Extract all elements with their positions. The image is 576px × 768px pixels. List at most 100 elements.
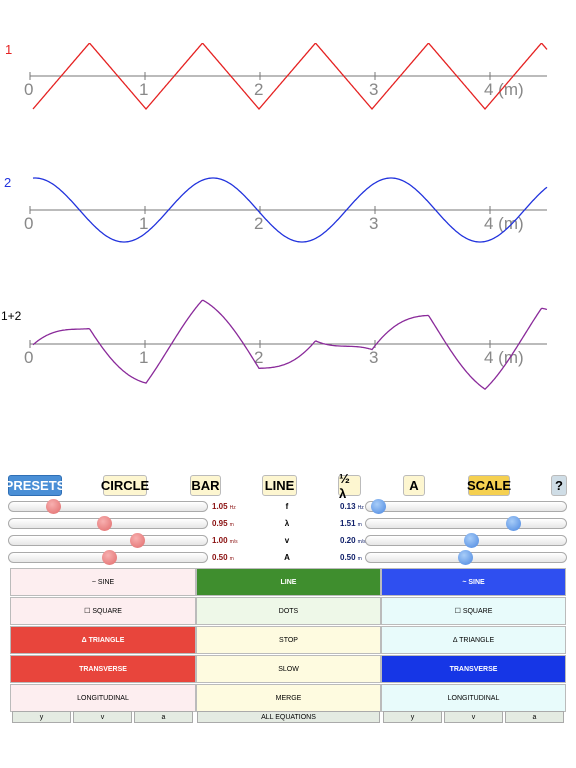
graphs: 1 0 1 2 3 4 (m) 2 0 1 2 3 4 (m) 1+2 0 1 2 3 4 (m) <box>1 42 548 391</box>
equation-button[interactable]: a <box>134 711 193 723</box>
left-value: 1.00 m/s <box>212 536 238 545</box>
graph: 2 0 1 2 3 4 (m) <box>4 175 548 243</box>
equation-button[interactable]: v <box>73 711 132 723</box>
tick-label: 0 <box>24 214 33 233</box>
value: 1.00 <box>212 536 228 545</box>
half-lambda-button[interactable]: ½ λ <box>338 471 361 501</box>
parameter-name: λ <box>284 519 290 528</box>
bar-button[interactable]: BAR <box>190 475 221 496</box>
tick-label: 3 <box>369 348 378 367</box>
graph: 1+2 0 1 2 3 4 (m) <box>1 299 548 391</box>
slider-thumb[interactable] <box>102 550 117 565</box>
parameter-name: f <box>285 502 289 511</box>
slider-thumb[interactable] <box>506 516 521 531</box>
equation-button[interactable]: y <box>12 711 71 723</box>
graph: 1 0 1 2 3 4 (m) <box>5 42 548 111</box>
tick-label: 3 <box>369 80 378 99</box>
slider-track[interactable] <box>8 533 208 548</box>
tick-label: 2 <box>254 80 263 99</box>
mode-button[interactable]: LINE <box>196 568 381 596</box>
wave <box>32 299 548 391</box>
value: 1.51 <box>340 519 356 528</box>
circle-button[interactable]: CIRCLE <box>101 475 149 496</box>
graph-label: 1+2 <box>1 309 22 323</box>
mode-button[interactable]: LONGITUDINAL <box>10 684 196 712</box>
unit: m/s <box>357 539 366 545</box>
right-value: 1.51 m <box>340 519 362 528</box>
unit: m <box>229 556 234 562</box>
mode-button[interactable]: DOTS <box>196 597 381 625</box>
left-value: 0.95 m <box>212 519 234 528</box>
mode-button[interactable]: ~ SINE <box>10 568 196 596</box>
tick-label: 0 <box>24 348 33 367</box>
unit: m/s <box>229 539 238 545</box>
right-value: 0.13 Hz <box>340 502 364 511</box>
value: 0.20 <box>340 536 356 545</box>
value: 0.50 <box>212 553 228 562</box>
tick-label: 0 <box>24 80 33 99</box>
tick-label: 3 <box>369 214 378 233</box>
slider-track[interactable] <box>8 499 208 514</box>
value: 0.50 <box>340 553 356 562</box>
parameter-name: A <box>284 553 290 562</box>
mode-button[interactable]: Δ TRIANGLE <box>381 626 566 654</box>
amplitude-button[interactable]: A <box>403 475 425 496</box>
help-button[interactable]: ? <box>551 475 567 496</box>
tick-label: 1 <box>139 80 148 99</box>
mode-button[interactable]: MERGE <box>196 684 381 712</box>
mode-button[interactable]: TRANSVERSE <box>10 655 196 683</box>
mode-button[interactable]: ☐ SQUARE <box>381 597 566 625</box>
unit: m <box>357 556 362 562</box>
slider-thumb[interactable] <box>97 516 112 531</box>
tick-label: 2 <box>254 348 263 367</box>
slider-track[interactable] <box>365 516 567 531</box>
presets-button[interactable]: PRESETS <box>5 475 65 496</box>
equation-button[interactable]: v <box>444 711 503 723</box>
equation-button[interactable]: a <box>505 711 564 723</box>
slider-track[interactable] <box>8 516 208 531</box>
line-button[interactable]: LINE <box>262 475 297 496</box>
slider-track[interactable] <box>365 533 567 548</box>
right-value: 0.50 m <box>340 553 362 562</box>
slider-thumb[interactable] <box>371 499 386 514</box>
slider-track[interactable] <box>365 499 567 514</box>
mode-button[interactable]: SLOW <box>196 655 381 683</box>
graph-label: 1 <box>5 42 12 57</box>
mode-button[interactable]: STOP <box>196 626 381 654</box>
mode-button[interactable]: ~ SINE <box>381 568 566 596</box>
value: 1.05 <box>212 502 228 511</box>
scale-button[interactable]: SCALE <box>467 475 511 496</box>
tick-label: 4 (m) <box>484 80 524 99</box>
tick-label: 4 (m) <box>484 348 524 367</box>
graph-label: 2 <box>4 175 11 190</box>
value: 0.13 <box>340 502 356 511</box>
tick-label: 4 (m) <box>484 214 524 233</box>
slider-track[interactable] <box>365 550 567 565</box>
mode-button[interactable]: TRANSVERSE <box>381 655 566 683</box>
mode-button[interactable]: Δ TRIANGLE <box>10 626 196 654</box>
slider-track[interactable] <box>8 550 208 565</box>
mode-button[interactable]: ☐ SQUARE <box>10 597 196 625</box>
slider-thumb[interactable] <box>464 533 479 548</box>
slider-thumb[interactable] <box>46 499 61 514</box>
unit: Hz <box>357 505 364 511</box>
mode-button[interactable]: LONGITUDINAL <box>381 684 566 712</box>
unit: m <box>357 522 362 528</box>
left-value: 1.05 Hz <box>212 502 236 511</box>
left-value: 0.50 m <box>212 553 234 562</box>
value: 0.95 <box>212 519 228 528</box>
tick-label: 1 <box>139 348 148 367</box>
unit: Hz <box>229 505 236 511</box>
right-value: 0.20 m/s <box>340 536 366 545</box>
wave <box>32 42 548 111</box>
slider-thumb[interactable] <box>458 550 473 565</box>
equation-button[interactable]: y <box>383 711 442 723</box>
wave <box>32 177 548 243</box>
all-equations-button[interactable]: ALL EQUATIONS <box>197 711 380 723</box>
tick-label: 2 <box>254 214 263 233</box>
parameter-name: v <box>284 536 290 545</box>
unit: m <box>229 522 234 528</box>
slider-thumb[interactable] <box>130 533 145 548</box>
tick-label: 1 <box>139 214 148 233</box>
